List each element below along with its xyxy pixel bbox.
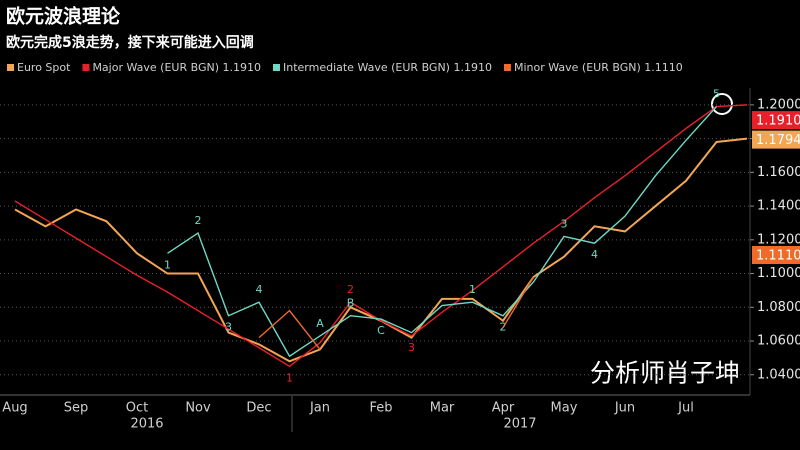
wave-label: 5 — [713, 88, 720, 101]
y-tick-label: 1.1600 — [757, 165, 800, 180]
x-tick-label: Oct — [126, 401, 148, 416]
x-tick-label: May — [551, 401, 578, 416]
series-line — [14, 104, 748, 368]
y-tick-label: 1.1200 — [757, 232, 800, 247]
series-line — [502, 276, 535, 328]
series-line — [167, 106, 718, 358]
last-value-label: 1.1910 — [756, 114, 800, 129]
last-value-tag — [752, 245, 800, 264]
highlight-circle — [711, 93, 733, 115]
x-tick-label: Feb — [369, 401, 392, 416]
x-tick-label: Dec — [246, 401, 271, 416]
legend-label: Intermediate Wave (EUR BGN) 1.1910 — [283, 61, 492, 74]
last-value-label: 1.1110 — [756, 248, 800, 263]
wave-label: 3 — [225, 321, 232, 334]
legend-swatch — [7, 64, 14, 71]
legend-swatch — [503, 64, 511, 71]
y-tick-label: 1.1000 — [757, 266, 800, 281]
wave-label: 3 — [561, 217, 568, 230]
x-tick-label: Nov — [185, 401, 211, 416]
wave-label: 1 — [286, 371, 293, 384]
x-tick-label: Aug — [2, 401, 27, 416]
x-tick-label: Sep — [64, 401, 89, 416]
x-tick-label: Jun — [614, 401, 635, 416]
last-value-label: 1.1794 — [756, 133, 800, 148]
wave-label: 1 — [164, 258, 171, 271]
chart-title: 欧元波浪理论 — [6, 5, 121, 28]
wave-label: C — [377, 324, 385, 337]
x-tick-label: Mar — [430, 401, 455, 416]
wave-label: 2 — [347, 283, 354, 296]
wave-label: A — [316, 317, 324, 330]
last-value-tag — [752, 130, 800, 149]
y-tick-label: 1.0800 — [757, 300, 800, 315]
y-tick-label: 1.0400 — [757, 367, 800, 382]
x-tick-label: Apr — [492, 401, 515, 416]
chart-subtitle: 欧元完成5浪走势，接下来可能进入回调 — [6, 34, 254, 51]
legend-swatch — [82, 64, 90, 71]
legend-label: Major Wave (EUR BGN) 1.1910 — [92, 61, 261, 74]
wave-label: 2 — [195, 214, 202, 227]
y-tick-label: 1.1400 — [757, 199, 800, 214]
y-tick-label: 1.0600 — [757, 334, 800, 349]
wave-label: 4 — [256, 283, 263, 296]
legend-label: Minor Wave (EUR BGN) 1.1110 — [514, 61, 683, 74]
x-tick-label: Jan — [309, 401, 330, 416]
series-line — [258, 309, 321, 350]
watermark: 分析师肖子坤 — [590, 359, 740, 388]
year-label: 2017 — [503, 417, 536, 432]
x-tick-label: Jul — [677, 401, 694, 416]
wave-label: B — [347, 297, 355, 310]
last-value-tag — [752, 111, 800, 130]
wave-label: 3 — [408, 341, 415, 354]
wave-label: 4 — [591, 248, 598, 261]
legend-swatch — [272, 64, 280, 71]
wave-label: 1 — [469, 283, 476, 296]
year-label: 2016 — [130, 417, 163, 432]
y-tick-label: 1.2000 — [757, 97, 800, 112]
legend-label: Euro Spot — [17, 61, 71, 74]
